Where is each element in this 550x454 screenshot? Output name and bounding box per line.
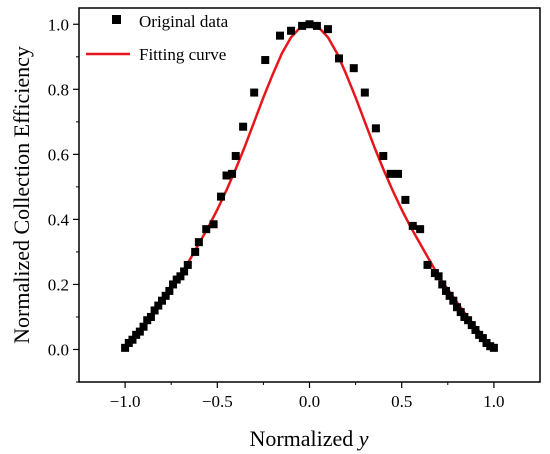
data-point	[191, 247, 200, 256]
x-tick-label: 1.0	[483, 392, 504, 411]
data-point	[228, 169, 237, 178]
data-point	[456, 308, 465, 317]
data-point	[180, 267, 189, 276]
data-point	[489, 343, 498, 352]
data-point	[135, 327, 144, 336]
data-point	[349, 64, 358, 73]
data-point	[154, 301, 163, 310]
data-point	[335, 54, 343, 63]
data-point	[146, 312, 155, 321]
data-point	[209, 220, 218, 229]
data-point	[416, 225, 425, 234]
data-point	[239, 122, 248, 131]
x-tick-label: 0.0	[299, 392, 320, 411]
data-point	[305, 20, 314, 29]
data-point	[471, 325, 480, 334]
data-markers-layer	[121, 20, 498, 352]
x-tick-labels: −1.0 −0.5 0.0 0.5 1.0	[110, 392, 505, 411]
data-point	[250, 88, 259, 97]
x-tick-label: −0.5	[202, 392, 233, 411]
data-point	[445, 291, 454, 300]
data-point	[216, 192, 225, 201]
data-point	[121, 343, 130, 352]
data-point	[261, 56, 270, 65]
data-point	[287, 26, 296, 35]
y-tick-label: 0.2	[48, 275, 69, 294]
data-point	[434, 272, 443, 281]
data-point	[139, 322, 148, 331]
data-point	[161, 291, 170, 300]
data-point	[165, 286, 174, 295]
x-tick-label: 0.5	[391, 392, 412, 411]
legend: Original data Fitting curve	[86, 12, 229, 64]
y-tick-labels: 0.0 0.2 0.4 0.6 0.8 1.0	[48, 15, 70, 359]
x-axis-title: Normalized y	[249, 426, 368, 451]
data-point	[312, 21, 321, 30]
y-tick-label: 0.4	[48, 210, 70, 229]
data-point	[231, 151, 240, 160]
data-point	[478, 334, 487, 343]
data-point	[222, 171, 231, 180]
data-point	[408, 221, 417, 230]
data-point	[150, 306, 159, 315]
y-tick-label: 0.0	[48, 340, 69, 359]
data-point	[360, 88, 369, 97]
data-point	[298, 21, 307, 30]
axis-ticks	[73, 23, 495, 388]
data-point	[176, 272, 185, 281]
data-point	[379, 151, 388, 160]
legend-label-original: Original data	[139, 12, 229, 31]
data-point	[276, 31, 284, 40]
y-tick-label: 1.0	[48, 15, 69, 34]
data-point	[194, 238, 203, 247]
data-point	[464, 316, 473, 325]
x-axis-title-text: Normalized	[249, 426, 358, 451]
data-point	[441, 286, 450, 295]
data-point	[438, 280, 447, 289]
x-axis-title-variable: y	[357, 426, 369, 451]
data-point	[183, 260, 192, 269]
data-point	[453, 303, 462, 312]
data-point	[386, 169, 395, 178]
legend-label-fit: Fitting curve	[139, 45, 226, 64]
data-point	[202, 225, 211, 234]
data-point	[467, 321, 476, 330]
y-axis-title: Normalized Collection Efficiency	[9, 46, 34, 344]
y-tick-label: 0.8	[48, 80, 69, 99]
x-tick-label: −1.0	[110, 392, 141, 411]
data-point	[157, 296, 166, 305]
data-point	[371, 124, 380, 133]
data-point	[394, 169, 403, 178]
data-point	[323, 25, 332, 34]
data-point	[169, 280, 178, 289]
legend-marker-original	[112, 15, 121, 24]
y-tick-label: 0.6	[48, 145, 69, 164]
data-point	[449, 296, 458, 305]
data-point	[423, 260, 432, 269]
data-point	[401, 195, 410, 204]
data-point	[128, 335, 137, 344]
